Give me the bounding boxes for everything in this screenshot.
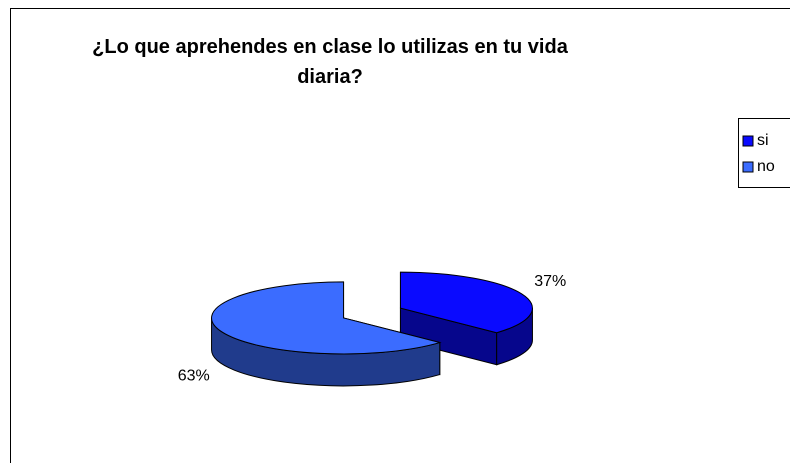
data-label: 37% xyxy=(534,273,566,290)
pie-slice xyxy=(399,271,533,366)
legend-swatch xyxy=(742,135,754,147)
legend-box xyxy=(738,118,790,188)
chart-frame xyxy=(10,8,790,463)
slice-top xyxy=(399,271,533,334)
legend-label: no xyxy=(757,158,775,175)
legend-swatch xyxy=(742,161,754,173)
data-label: 63% xyxy=(178,367,210,384)
pie-slice xyxy=(211,281,442,387)
slice-top xyxy=(211,281,442,355)
legend: si no xyxy=(738,118,790,188)
chart-title: ¿Lo que aprehendes en clase lo utilizas … xyxy=(92,36,568,88)
legend-label: si xyxy=(757,132,769,149)
